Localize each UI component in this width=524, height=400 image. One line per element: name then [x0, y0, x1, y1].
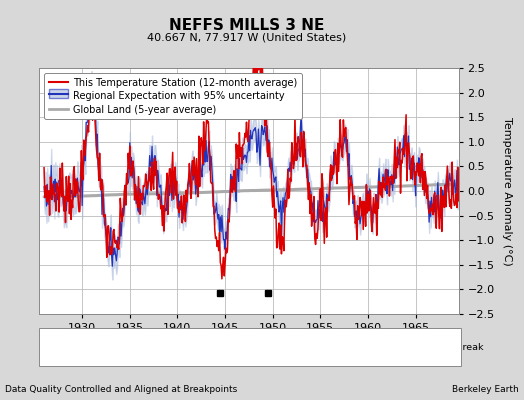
Text: ◆: ◆: [45, 342, 53, 352]
Text: Empirical Break: Empirical Break: [409, 342, 483, 352]
Text: Data Quality Controlled and Aligned at Breakpoints: Data Quality Controlled and Aligned at B…: [5, 386, 237, 394]
Text: Time of Obs. Change: Time of Obs. Change: [267, 342, 366, 352]
Text: ▼: ▼: [249, 342, 257, 352]
Text: NEFFS MILLS 3 NE: NEFFS MILLS 3 NE: [169, 18, 324, 33]
Text: ▲: ▲: [149, 342, 158, 352]
Y-axis label: Temperature Anomaly (°C): Temperature Anomaly (°C): [501, 117, 511, 265]
Text: Record Gap: Record Gap: [168, 342, 223, 352]
Text: 40.667 N, 77.917 W (United States): 40.667 N, 77.917 W (United States): [147, 33, 346, 43]
Legend: This Temperature Station (12-month average), Regional Expectation with 95% uncer: This Temperature Station (12-month avera…: [44, 73, 302, 119]
Text: Berkeley Earth: Berkeley Earth: [452, 386, 519, 394]
Text: ■: ■: [390, 342, 401, 352]
Text: Station Move: Station Move: [60, 342, 123, 352]
